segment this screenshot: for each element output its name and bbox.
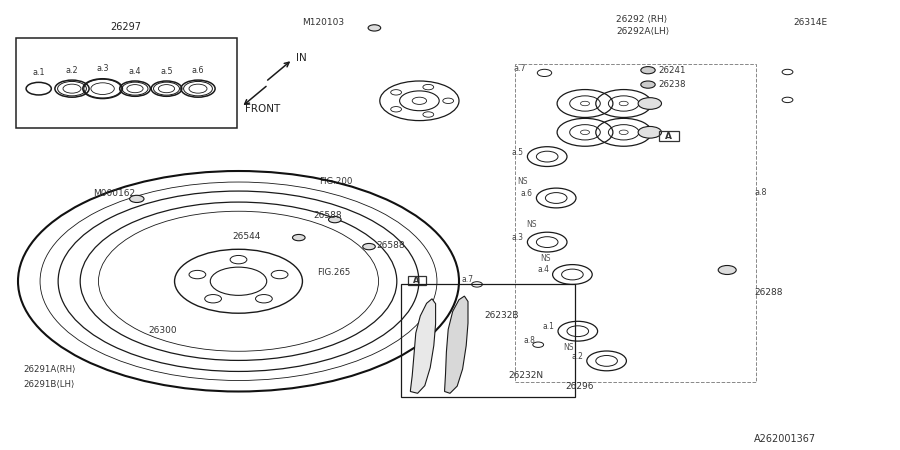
Text: FIG.200: FIG.200 — [320, 177, 353, 186]
Text: a.5: a.5 — [160, 67, 173, 76]
Text: 26291A⟨RH⟩: 26291A⟨RH⟩ — [23, 365, 76, 374]
Bar — [659, 131, 679, 141]
Text: a.8: a.8 — [523, 336, 536, 345]
Polygon shape — [410, 299, 436, 393]
Text: FIG.265: FIG.265 — [317, 268, 350, 277]
Bar — [16, 38, 237, 128]
Bar — [401, 284, 575, 397]
Text: A: A — [413, 276, 420, 285]
Text: a.5: a.5 — [512, 148, 524, 157]
Text: 26588: 26588 — [376, 241, 405, 250]
Circle shape — [641, 67, 655, 74]
Text: IN: IN — [296, 53, 307, 63]
Text: 26296: 26296 — [565, 382, 594, 391]
Bar — [515, 64, 756, 382]
Circle shape — [363, 243, 375, 250]
Circle shape — [368, 25, 381, 31]
Text: 26297: 26297 — [111, 22, 141, 32]
Text: a.4: a.4 — [129, 67, 141, 76]
Text: 26291B⟨LH⟩: 26291B⟨LH⟩ — [23, 380, 75, 389]
Text: M000162: M000162 — [94, 189, 136, 198]
Text: 26292A⟨LH⟩: 26292A⟨LH⟩ — [616, 27, 670, 36]
Text: 26314E: 26314E — [794, 18, 828, 27]
Text: 26232B: 26232B — [484, 310, 518, 320]
Text: a.2: a.2 — [66, 66, 78, 75]
Text: 26238: 26238 — [659, 80, 687, 89]
Text: 26292 ⟨RH⟩: 26292 ⟨RH⟩ — [616, 15, 668, 24]
Text: a.3: a.3 — [512, 233, 524, 242]
Text: M120103: M120103 — [302, 18, 345, 27]
Text: a.3: a.3 — [96, 64, 109, 73]
Circle shape — [641, 81, 655, 88]
Circle shape — [638, 98, 662, 109]
Text: FRONT: FRONT — [245, 104, 280, 114]
Text: a.7: a.7 — [462, 275, 474, 284]
Text: NS: NS — [526, 220, 536, 229]
Text: 26241: 26241 — [659, 66, 687, 75]
Circle shape — [130, 195, 144, 203]
Text: NS: NS — [563, 343, 574, 352]
Text: a.8: a.8 — [754, 188, 767, 197]
Text: NS: NS — [540, 254, 551, 263]
Text: NS: NS — [517, 177, 527, 186]
Polygon shape — [445, 296, 468, 393]
Bar — [408, 276, 426, 285]
Text: a.1: a.1 — [543, 322, 554, 331]
Text: a.7: a.7 — [513, 64, 526, 73]
Text: a.2: a.2 — [572, 352, 583, 361]
Text: A262001367: A262001367 — [754, 434, 816, 444]
Text: a.1: a.1 — [32, 68, 45, 77]
Text: 26588: 26588 — [313, 211, 342, 220]
Text: 26544: 26544 — [232, 232, 261, 241]
Text: 26232N: 26232N — [508, 371, 544, 380]
Text: 26300: 26300 — [148, 326, 177, 335]
Text: A: A — [665, 132, 672, 141]
Text: a.6: a.6 — [192, 66, 204, 75]
Text: a.4: a.4 — [537, 266, 549, 274]
Circle shape — [328, 216, 341, 223]
Circle shape — [638, 126, 662, 138]
Circle shape — [718, 266, 736, 274]
Text: a.6: a.6 — [521, 189, 533, 198]
Text: 26288: 26288 — [754, 288, 783, 297]
Circle shape — [292, 234, 305, 241]
